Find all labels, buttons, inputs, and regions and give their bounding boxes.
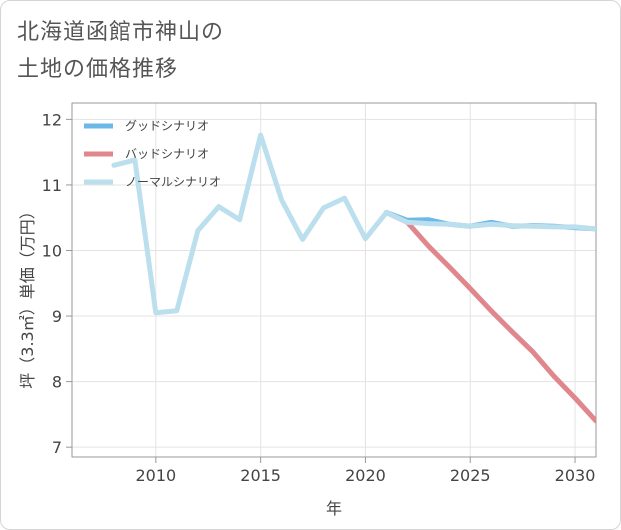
y-axis-ticks: 7 8 9 10 11 12 <box>42 110 72 457</box>
legend-label: グッドシナリオ <box>125 119 209 133</box>
plot-frame <box>71 102 597 458</box>
series-line-3 <box>111 132 596 316</box>
series-lines <box>111 132 596 424</box>
y-tick-label: 7 <box>52 438 62 457</box>
x-tick-label: 2030 <box>555 466 596 485</box>
legend-label: バッドシナリオ <box>125 147 209 161</box>
y-tick-label: 9 <box>52 307 62 326</box>
x-tick-label: 2010 <box>135 466 176 485</box>
x-tick-label: 2015 <box>240 466 281 485</box>
y-tick-label: 12 <box>42 110 62 129</box>
x-tick-label: 2020 <box>345 466 386 485</box>
y-axis-label: 坪（3.3㎡）単価（万円） <box>18 203 37 388</box>
grid <box>72 103 596 457</box>
y-tick-label: 10 <box>42 242 62 261</box>
series-line-2 <box>383 210 596 424</box>
legend-label: ノーマルシナリオ <box>125 175 221 189</box>
y-tick-label: 11 <box>42 176 62 195</box>
x-axis-ticks: 2010 2015 2020 2025 2030 <box>135 457 595 485</box>
y-tick-label: 8 <box>52 373 62 392</box>
x-tick-label: 2025 <box>450 466 491 485</box>
chart-title: 北海道函館市神山の 土地の価格推移 <box>17 20 225 82</box>
x-axis-label: 年 <box>326 499 342 518</box>
